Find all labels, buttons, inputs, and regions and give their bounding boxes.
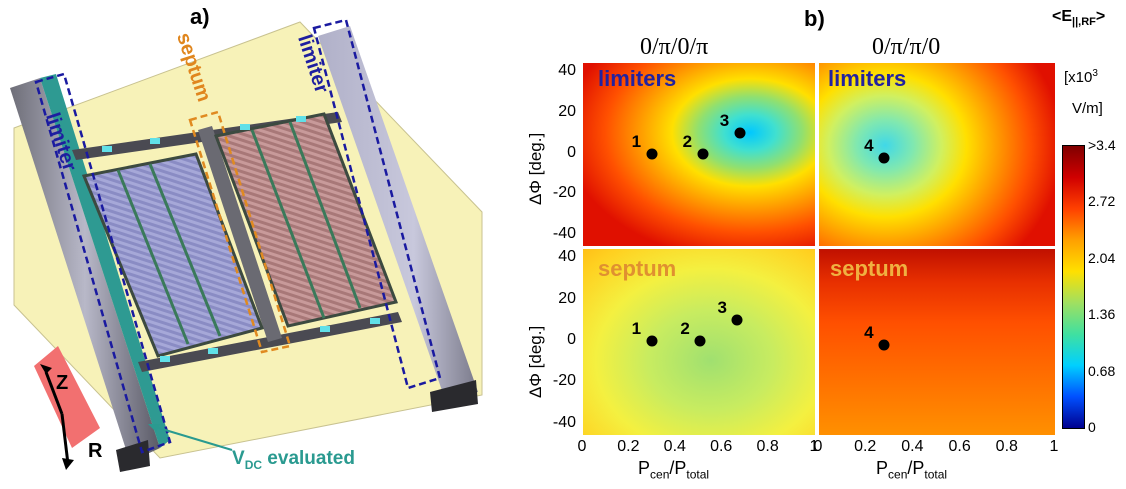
limiter-left-outline (34, 72, 172, 454)
colorbar (1062, 145, 1085, 429)
z-arrow (44, 371, 64, 415)
x-tick: 0.8 (756, 438, 779, 455)
y-tick: -20 (552, 372, 576, 390)
r-arrow (60, 413, 70, 465)
x-tick: 1 (809, 438, 819, 455)
data-point (878, 339, 890, 351)
y-tick: -20 (552, 184, 576, 202)
x-tick: 0.6 (710, 438, 733, 455)
x-tick: 0.4 (663, 438, 686, 455)
y-tick: 40 (558, 248, 576, 266)
panel-a-label: a) (190, 4, 210, 29)
y-tick: 20 (558, 289, 576, 307)
y-axis-label-bottom: ΔΦ [deg.] (526, 325, 545, 398)
cyan-blocks (102, 116, 380, 362)
mode-left-title: 0/π/0/π (640, 34, 709, 60)
data-point (878, 152, 890, 164)
data-point (697, 148, 709, 159)
map-septum-mode-b (818, 248, 1056, 436)
axis-r-label: R (88, 440, 103, 462)
mode-right-title: 0/π/π/0 (872, 34, 941, 60)
x-tick: 0 (577, 438, 587, 455)
left-strap-box (81, 152, 264, 358)
data-point-label: 3 (719, 111, 730, 131)
antenna-rendering (10, 18, 483, 472)
data-point-label: 1 (631, 319, 642, 338)
vdc-main: V (232, 448, 245, 469)
bottom-bar (138, 312, 402, 372)
map0-region: limiters (598, 66, 677, 91)
map-limiters-mode-b (818, 62, 1056, 247)
right-strap-box (213, 112, 399, 328)
data-point-label: 3 (717, 298, 727, 318)
left-limiter-face (40, 74, 170, 448)
septum-bar (198, 126, 282, 342)
colorbar-units-1: [x103 (1064, 68, 1098, 86)
x-tick: 0.6 (948, 438, 971, 455)
axis-z-label: Z (56, 372, 69, 394)
colorbar-tick: 0.68 (1088, 362, 1116, 379)
y-tick: -40 (552, 224, 576, 242)
y-axis-label-top: ΔΦ [deg.] (526, 132, 545, 205)
x-tick: 0.4 (901, 438, 924, 455)
y-tick: 20 (558, 102, 576, 120)
colorbar-tick: 2.04 (1088, 249, 1116, 266)
data-point-label: 4 (864, 135, 874, 155)
data-point-label: 2 (682, 131, 693, 151)
colorbar-units-2: V/m] (1072, 100, 1103, 117)
x-axis-label-left: Pcen/Ptotal (638, 458, 710, 482)
y-tick: 40 (558, 62, 576, 80)
data-point (646, 148, 658, 159)
colorbar-tick: 2.72 (1088, 193, 1116, 210)
data-point (731, 314, 743, 326)
left-limiter-rail (10, 78, 160, 462)
vdc-sub: DC (244, 457, 263, 472)
vdc-rest: evaluated (262, 448, 355, 469)
data-point-label: 1 (631, 131, 642, 151)
colorbar-title: <E||,RF> (1052, 8, 1106, 29)
map1-region: limiters (828, 66, 907, 91)
x-tick: 0.8 (995, 438, 1018, 455)
colorbar-tick: 1.36 (1088, 306, 1116, 323)
right-foot (430, 380, 478, 412)
vdc-label: VDC evaluated (232, 448, 355, 472)
x-tick: 0.2 (854, 438, 877, 455)
x-tick: 1 (1049, 438, 1059, 455)
colorbar-tick: 0 (1088, 419, 1096, 435)
left-foot (116, 440, 150, 472)
y-tick: 0 (567, 331, 576, 348)
vdc-pointer (151, 425, 233, 451)
axis-plane (34, 346, 100, 448)
x-axis-label-right: Pcen/Ptotal (876, 458, 948, 482)
y-tick: 0 (567, 143, 576, 161)
x-tick: 0.2 (617, 438, 640, 455)
colorbar-tick: >3.4 (1088, 137, 1116, 153)
data-point (694, 335, 706, 347)
map3-region: septum (830, 256, 909, 281)
panel-b-label: b) (804, 6, 825, 31)
map2-region: septum (598, 256, 677, 281)
x-tick: 0 (813, 438, 823, 455)
data-point (734, 127, 746, 139)
data-point-label: 2 (680, 319, 690, 338)
data-point (646, 335, 658, 347)
data-point-label: 4 (864, 323, 874, 343)
y-tick: -40 (552, 413, 576, 431)
